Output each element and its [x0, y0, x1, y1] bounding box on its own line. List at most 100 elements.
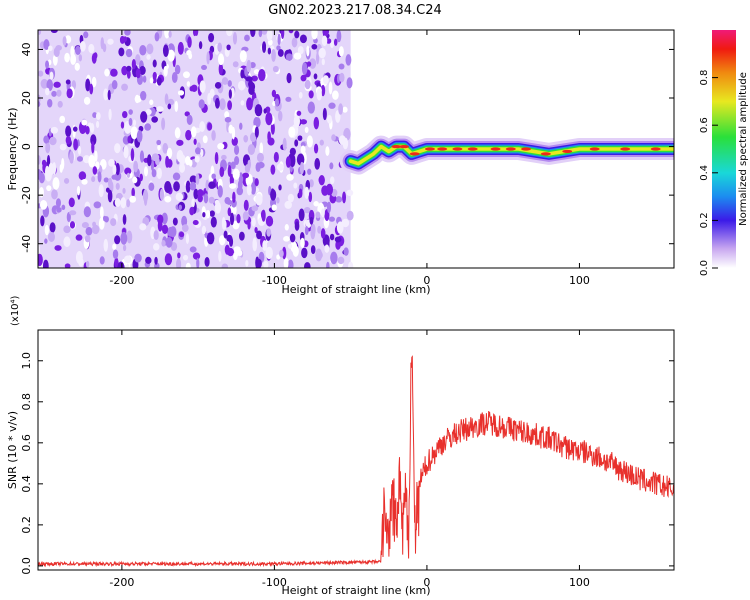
noise-cell [315, 211, 321, 219]
noise-cell [297, 135, 303, 141]
noise-cell [276, 163, 284, 171]
noise-cell [173, 181, 180, 192]
noise-cell [177, 90, 185, 96]
noise-cell [226, 44, 231, 51]
noise-cell [306, 135, 313, 148]
noise-cell [304, 226, 309, 236]
noise-cell [318, 175, 325, 186]
noise-cell [301, 62, 308, 75]
noise-cell [313, 116, 320, 130]
noise-cell [341, 218, 350, 228]
noise-cell [239, 50, 247, 63]
noise-cell [217, 42, 222, 52]
noise-cell [326, 114, 332, 124]
noise-cell [311, 43, 318, 50]
noise-cell [97, 171, 102, 183]
noise-cell [189, 175, 197, 184]
noise-cell [56, 207, 62, 213]
noise-cell [299, 119, 308, 125]
noise-cell [219, 166, 225, 178]
noise-cell [263, 260, 269, 268]
noise-cell [111, 80, 118, 90]
y-tick-label: 0.0 [20, 557, 33, 575]
noise-cell [208, 196, 215, 204]
noise-cell [63, 225, 71, 234]
x-tick-label: -200 [109, 576, 134, 589]
noise-cell [124, 255, 132, 264]
noise-cell [228, 124, 234, 134]
noise-cell [325, 146, 330, 156]
noise-cell [103, 215, 107, 222]
noise-cell [270, 122, 275, 135]
noise-cell [76, 156, 83, 162]
noise-cell [292, 245, 299, 257]
noise-cell [316, 251, 323, 259]
noise-cell [214, 152, 219, 165]
noise-cell [253, 116, 261, 128]
noise-cell [90, 122, 95, 133]
y-tick-label: 0.4 [20, 475, 33, 493]
noise-cell [64, 263, 71, 268]
noise-cell [95, 112, 101, 120]
noise-cell [178, 204, 183, 211]
noise-cell [88, 154, 96, 168]
noise-cell [299, 34, 307, 44]
noise-cell [335, 196, 343, 203]
noise-cell [306, 45, 310, 57]
noise-cell [227, 165, 232, 177]
noise-cell [91, 76, 97, 88]
noise-cell [285, 96, 292, 102]
y-tick-label: 0.2 [20, 516, 33, 534]
noise-cell [170, 241, 178, 251]
noise-cell [151, 116, 159, 123]
y-tick-label: 40 [20, 42, 33, 56]
x-tick-label: 0 [423, 274, 430, 287]
noise-cell [189, 86, 194, 92]
noise-cell [304, 79, 311, 90]
noise-cell [112, 164, 117, 175]
noise-cell [210, 216, 217, 228]
noise-cell [48, 45, 53, 52]
noise-cell [295, 119, 300, 125]
noise-cell [69, 221, 76, 229]
noise-cell [81, 119, 88, 126]
noise-cell [194, 30, 199, 36]
noise-cell [208, 181, 216, 189]
noise-cell [43, 39, 50, 51]
noise-cell [271, 48, 276, 62]
noise-cell [154, 32, 160, 42]
noise-cell [262, 240, 268, 251]
noise-cell [95, 120, 100, 129]
signal-peak [452, 147, 463, 151]
y-tick-label: 0 [20, 143, 33, 150]
noise-cell [201, 64, 208, 70]
noise-cell [186, 81, 191, 87]
noise-cell [291, 37, 298, 48]
noise-cell [321, 35, 328, 47]
noise-cell [244, 34, 250, 42]
noise-cell [40, 215, 45, 227]
noise-cell [218, 235, 226, 246]
noise-cell [61, 204, 66, 210]
noise-cell [39, 199, 48, 210]
noise-cell [167, 103, 172, 110]
snr-frame [37, 329, 675, 571]
noise-cell [92, 221, 97, 227]
noise-cell [294, 139, 299, 147]
noise-cell [229, 212, 235, 226]
signal-peak [562, 149, 573, 154]
noise-cell [84, 235, 91, 243]
snr-yscale-label: (x10⁴) [10, 295, 21, 326]
signal-peak [409, 152, 420, 156]
noise-cell [192, 252, 201, 260]
noise-cell [246, 59, 252, 73]
noise-cell [94, 150, 98, 162]
x-tick-label: 100 [569, 576, 590, 589]
noise-cell [91, 141, 95, 154]
noise-cell [38, 155, 41, 165]
noise-cell [110, 218, 117, 227]
noise-cell [242, 211, 249, 221]
noise-cell [123, 145, 129, 159]
noise-cell [146, 54, 151, 60]
noise-cell [149, 99, 154, 106]
